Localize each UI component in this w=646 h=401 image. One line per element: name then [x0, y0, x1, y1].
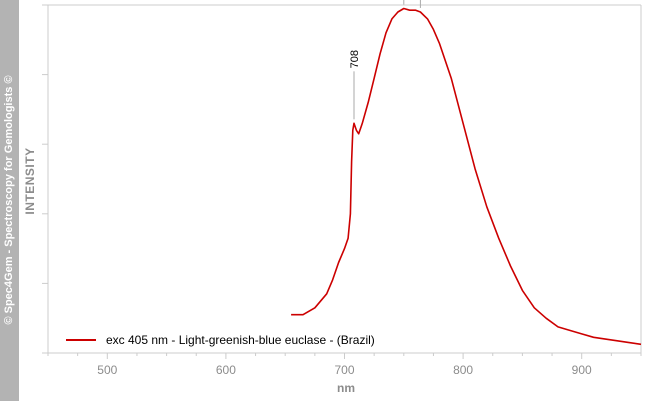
watermark-sidebar: © Spec4Gem - Spectroscopy for Gemologist…: [0, 0, 19, 401]
legend: exc 405 nm - Light-greenish-blue euclase…: [66, 333, 375, 347]
x-tick-label: 900: [572, 363, 592, 377]
x-tick-label: 700: [334, 363, 354, 377]
x-tick-label: 600: [216, 363, 236, 377]
x-axis-label: nm: [337, 381, 355, 395]
legend-label: exc 405 nm - Light-greenish-blue euclase…: [106, 333, 375, 347]
x-tick-label: 800: [453, 363, 473, 377]
axes: 500 600 700 800 900: [42, 4, 642, 377]
x-tick-label: 500: [97, 363, 117, 377]
peak-label: 708: [349, 50, 361, 68]
y-axis-label: INTENSITY: [23, 147, 37, 215]
peak-annotations: 708750764: [349, 0, 421, 120]
series-line: [291, 7, 642, 346]
